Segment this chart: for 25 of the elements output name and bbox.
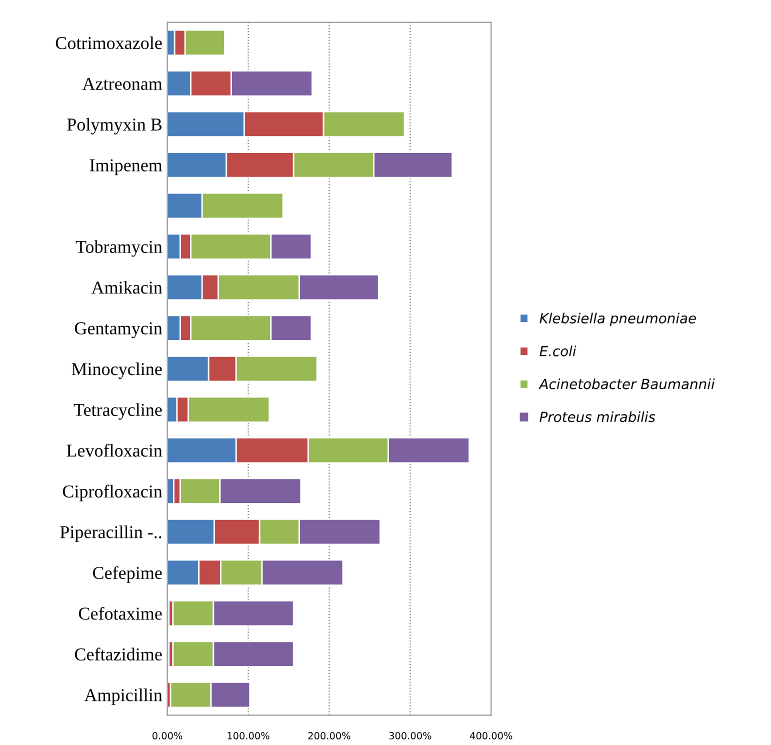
y-tick-label: Cotrimoxazole xyxy=(56,36,162,50)
y-tick-label: Cefepime xyxy=(93,566,162,583)
y-tick-label: Minocycline xyxy=(72,362,162,379)
x-tick-label: 100.00% xyxy=(228,732,270,740)
y-tick-label: Piperacillin -.. xyxy=(60,526,162,542)
y-tick-label: Amikacin xyxy=(91,281,162,294)
y-tick-label: Gentamycin xyxy=(74,322,162,338)
y-tick-label: Ciprofloxacin xyxy=(62,484,162,502)
y-tick-label: Tobramycin xyxy=(76,240,162,257)
y-tick-label: Ceftazidime xyxy=(74,648,162,661)
y-tick-label: Aztreonam xyxy=(82,78,162,90)
legend-label: Proteus mirabilis xyxy=(540,411,656,422)
legend-label: Klebsiella pneumoniae xyxy=(540,312,696,326)
legend-label: Acinetobacter Baumannii xyxy=(538,378,715,390)
y-tick-label: Imipenem xyxy=(90,159,162,176)
y-tick-label: Tetracycline xyxy=(74,403,162,420)
x-tick-label: 400.00% xyxy=(470,732,512,740)
x-tick-label: 0.00% xyxy=(152,732,182,740)
y-tick-label: Ampicillin xyxy=(84,688,162,705)
y-tick-label: Cefotaxime xyxy=(78,606,162,620)
y-tick-label: Polymyxin B xyxy=(67,118,162,134)
x-tick-label: 200.00% xyxy=(308,732,350,740)
legend-label: E.coli xyxy=(540,346,576,356)
y-tick-label: Levofloxacin xyxy=(66,444,162,457)
x-tick-label: 300.00% xyxy=(389,732,432,740)
